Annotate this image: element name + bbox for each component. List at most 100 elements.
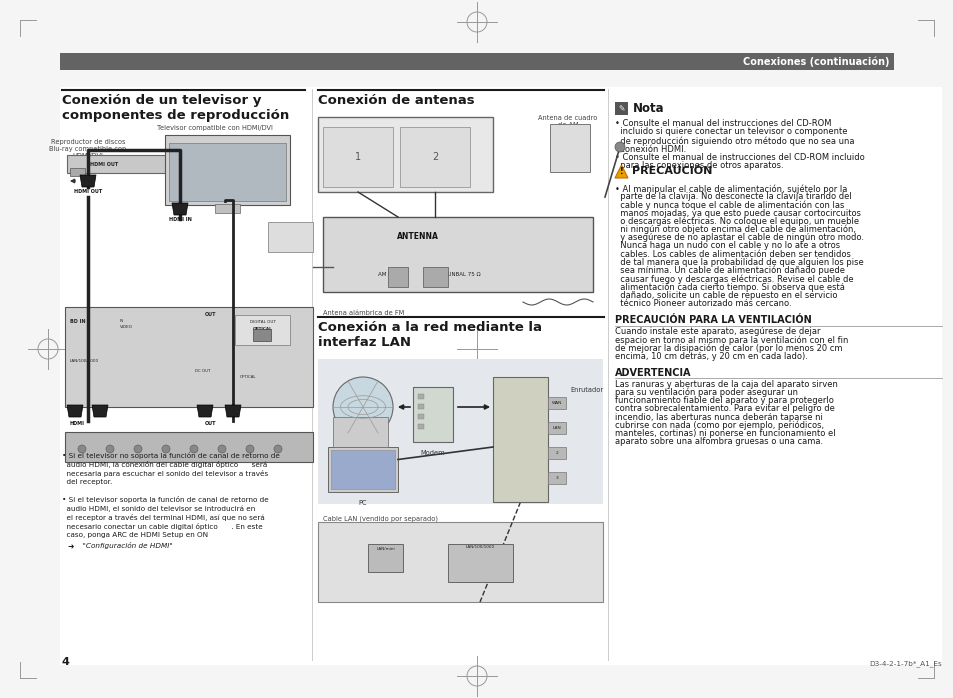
Bar bbox=[317, 359, 602, 504]
Text: D3-4-2-1-7b*_A1_Es: D3-4-2-1-7b*_A1_Es bbox=[868, 660, 941, 667]
Bar bbox=[417, 414, 423, 419]
Text: para las conexiones de otros aparatos.: para las conexiones de otros aparatos. bbox=[615, 161, 782, 170]
Text: Conexión de antenas: Conexión de antenas bbox=[317, 94, 475, 107]
Text: • Si el televisor no soporta la función de canal de retorno de: • Si el televisor no soporta la función … bbox=[62, 452, 279, 459]
Text: cable y nunca toque el cable de alimentación con las: cable y nunca toque el cable de alimenta… bbox=[615, 200, 843, 210]
Bar bbox=[547, 472, 565, 484]
Text: de mejorar la disipación de calor (por lo menos 20 cm: de mejorar la disipación de calor (por l… bbox=[615, 343, 841, 353]
Text: • Consulte el manual del instrucciones del CD-ROM: • Consulte el manual del instrucciones d… bbox=[615, 119, 831, 128]
Bar bbox=[214, 204, 240, 213]
Bar bbox=[317, 117, 493, 192]
Text: FM UNBAL 75 Ω: FM UNBAL 75 Ω bbox=[437, 272, 480, 277]
Text: AM LOOP: AM LOOP bbox=[378, 272, 402, 277]
Text: Conexión a la red mediante la
interfaz LAN: Conexión a la red mediante la interfaz L… bbox=[317, 321, 541, 349]
Text: sea mínima. Un cable de alimentación dañado puede: sea mínima. Un cable de alimentación dañ… bbox=[615, 266, 844, 276]
Circle shape bbox=[106, 445, 113, 453]
Bar bbox=[388, 267, 408, 287]
Bar bbox=[417, 394, 423, 399]
Polygon shape bbox=[80, 175, 96, 187]
Circle shape bbox=[162, 445, 170, 453]
Bar bbox=[417, 424, 423, 429]
Bar bbox=[234, 315, 290, 345]
Circle shape bbox=[133, 445, 142, 453]
Text: VIDEO: VIDEO bbox=[120, 325, 132, 329]
Text: Antena alámbrica de FM: Antena alámbrica de FM bbox=[323, 310, 404, 316]
Text: de reproducción siguiendo otro método que no sea una: de reproducción siguiendo otro método qu… bbox=[615, 136, 854, 145]
Text: manteles, cortinas) ni ponerse en funcionamiento el: manteles, cortinas) ni ponerse en funcio… bbox=[615, 429, 835, 438]
Text: incendio, las aberturas nunca deberán taparse ni: incendio, las aberturas nunca deberán ta… bbox=[615, 413, 822, 422]
Text: ANTENNA: ANTENNA bbox=[396, 232, 438, 241]
Text: LAN/mini: LAN/mini bbox=[376, 547, 395, 551]
Text: Cable LAN (vendido por separado): Cable LAN (vendido por separado) bbox=[323, 516, 437, 523]
Text: OUT: OUT bbox=[205, 421, 216, 426]
Circle shape bbox=[246, 445, 253, 453]
Text: ➜: ➜ bbox=[68, 542, 74, 551]
Polygon shape bbox=[172, 203, 188, 215]
Text: 2: 2 bbox=[432, 152, 437, 162]
Text: Cuando instale este aparato, asegúrese de dejar: Cuando instale este aparato, asegúrese d… bbox=[615, 327, 820, 336]
Bar bbox=[328, 447, 397, 492]
Polygon shape bbox=[67, 405, 83, 417]
Text: PC: PC bbox=[358, 500, 367, 506]
Text: Las ranuras y aberturas de la caja del aparato sirven: Las ranuras y aberturas de la caja del a… bbox=[615, 380, 837, 389]
Polygon shape bbox=[196, 405, 213, 417]
Text: ADVERTENCIA: ADVERTENCIA bbox=[615, 368, 691, 378]
Bar bbox=[417, 404, 423, 409]
Bar bbox=[323, 217, 593, 292]
Text: necesario conectar un cable digital óptico      . En este: necesario conectar un cable digital ópti… bbox=[62, 523, 262, 530]
Bar bbox=[413, 387, 453, 442]
Text: 2: 2 bbox=[555, 451, 558, 455]
Text: "Configuración de HDMI": "Configuración de HDMI" bbox=[78, 542, 172, 549]
Circle shape bbox=[190, 445, 198, 453]
Text: Nunca haga un nudo con el cable y no lo ate a otros: Nunca haga un nudo con el cable y no lo … bbox=[615, 242, 840, 251]
Text: Antena de cuadro
de AM: Antena de cuadro de AM bbox=[537, 115, 598, 128]
Bar bbox=[60, 87, 941, 665]
Text: HDMI OUT: HDMI OUT bbox=[90, 161, 118, 167]
Text: 1: 1 bbox=[355, 152, 360, 162]
Text: LAN/100/1000: LAN/100/1000 bbox=[70, 359, 99, 363]
Text: Nota: Nota bbox=[633, 102, 664, 115]
Text: Modem: Modem bbox=[420, 450, 445, 456]
Text: IN: IN bbox=[120, 319, 124, 323]
Circle shape bbox=[615, 142, 624, 152]
Text: Reproductor de discos
Blu-ray compatible con
HDMI/DVI: Reproductor de discos Blu-ray compatible… bbox=[50, 139, 127, 159]
Bar bbox=[169, 143, 286, 201]
Text: contra sobrecalentamiento. Para evitar el peligro de: contra sobrecalentamiento. Para evitar e… bbox=[615, 404, 834, 413]
Bar bbox=[253, 329, 271, 341]
Text: OPTICAL: OPTICAL bbox=[253, 327, 273, 331]
Text: OUT: OUT bbox=[205, 312, 216, 317]
Text: DIGITAL OUT: DIGITAL OUT bbox=[250, 320, 275, 324]
Text: OPTICAL: OPTICAL bbox=[240, 375, 256, 379]
Text: aparato sobre una alfombra gruesas o una cama.: aparato sobre una alfombra gruesas o una… bbox=[615, 437, 822, 446]
Text: técnico Pioneer autorizado más cercano.: técnico Pioneer autorizado más cercano. bbox=[615, 299, 791, 308]
Text: ✎: ✎ bbox=[618, 104, 624, 113]
Text: Conexiones (continuación): Conexiones (continuación) bbox=[742, 57, 889, 67]
Text: HDMI IN: HDMI IN bbox=[169, 217, 192, 222]
Bar bbox=[70, 168, 85, 176]
Text: WAN: WAN bbox=[551, 401, 561, 405]
Text: espacio en torno al mismo para la ventilación con el fin: espacio en torno al mismo para la ventil… bbox=[615, 335, 847, 345]
Text: HDMI OUT: HDMI OUT bbox=[73, 189, 102, 194]
Bar bbox=[165, 135, 290, 205]
Text: del receptor.: del receptor. bbox=[62, 479, 112, 485]
Bar bbox=[317, 522, 602, 602]
Text: PRECAUCIÓN: PRECAUCIÓN bbox=[631, 167, 712, 177]
Polygon shape bbox=[225, 405, 241, 417]
Text: funcionamiento fiable del aparato y para protegerlo: funcionamiento fiable del aparato y para… bbox=[615, 396, 833, 406]
Text: para su ventilación para poder asegurar un: para su ventilación para poder asegurar … bbox=[615, 388, 797, 397]
Text: ni ningún otro objeto encima del cable de alimentación,: ni ningún otro objeto encima del cable d… bbox=[615, 225, 855, 235]
Text: Conexión de un televisor y
componentes de reproducción: Conexión de un televisor y componentes d… bbox=[62, 94, 289, 122]
Text: 1: 1 bbox=[334, 127, 342, 140]
Text: • Si el televisor soporta la función de canal de retorno de: • Si el televisor soporta la función de … bbox=[62, 496, 269, 503]
Text: 3: 3 bbox=[555, 476, 558, 480]
Bar bbox=[547, 447, 565, 459]
Text: !: ! bbox=[619, 167, 622, 176]
Bar bbox=[268, 222, 313, 252]
Bar bbox=[547, 422, 565, 434]
Circle shape bbox=[218, 445, 226, 453]
Bar bbox=[399, 127, 470, 187]
Text: • Al manipular el cable de alimentación, sujételo por la: • Al manipular el cable de alimentación,… bbox=[615, 184, 846, 193]
Bar bbox=[368, 544, 402, 572]
Text: audio HDMI, la conexión del cable digital óptico      será: audio HDMI, la conexión del cable digita… bbox=[62, 461, 267, 468]
Circle shape bbox=[274, 445, 282, 453]
